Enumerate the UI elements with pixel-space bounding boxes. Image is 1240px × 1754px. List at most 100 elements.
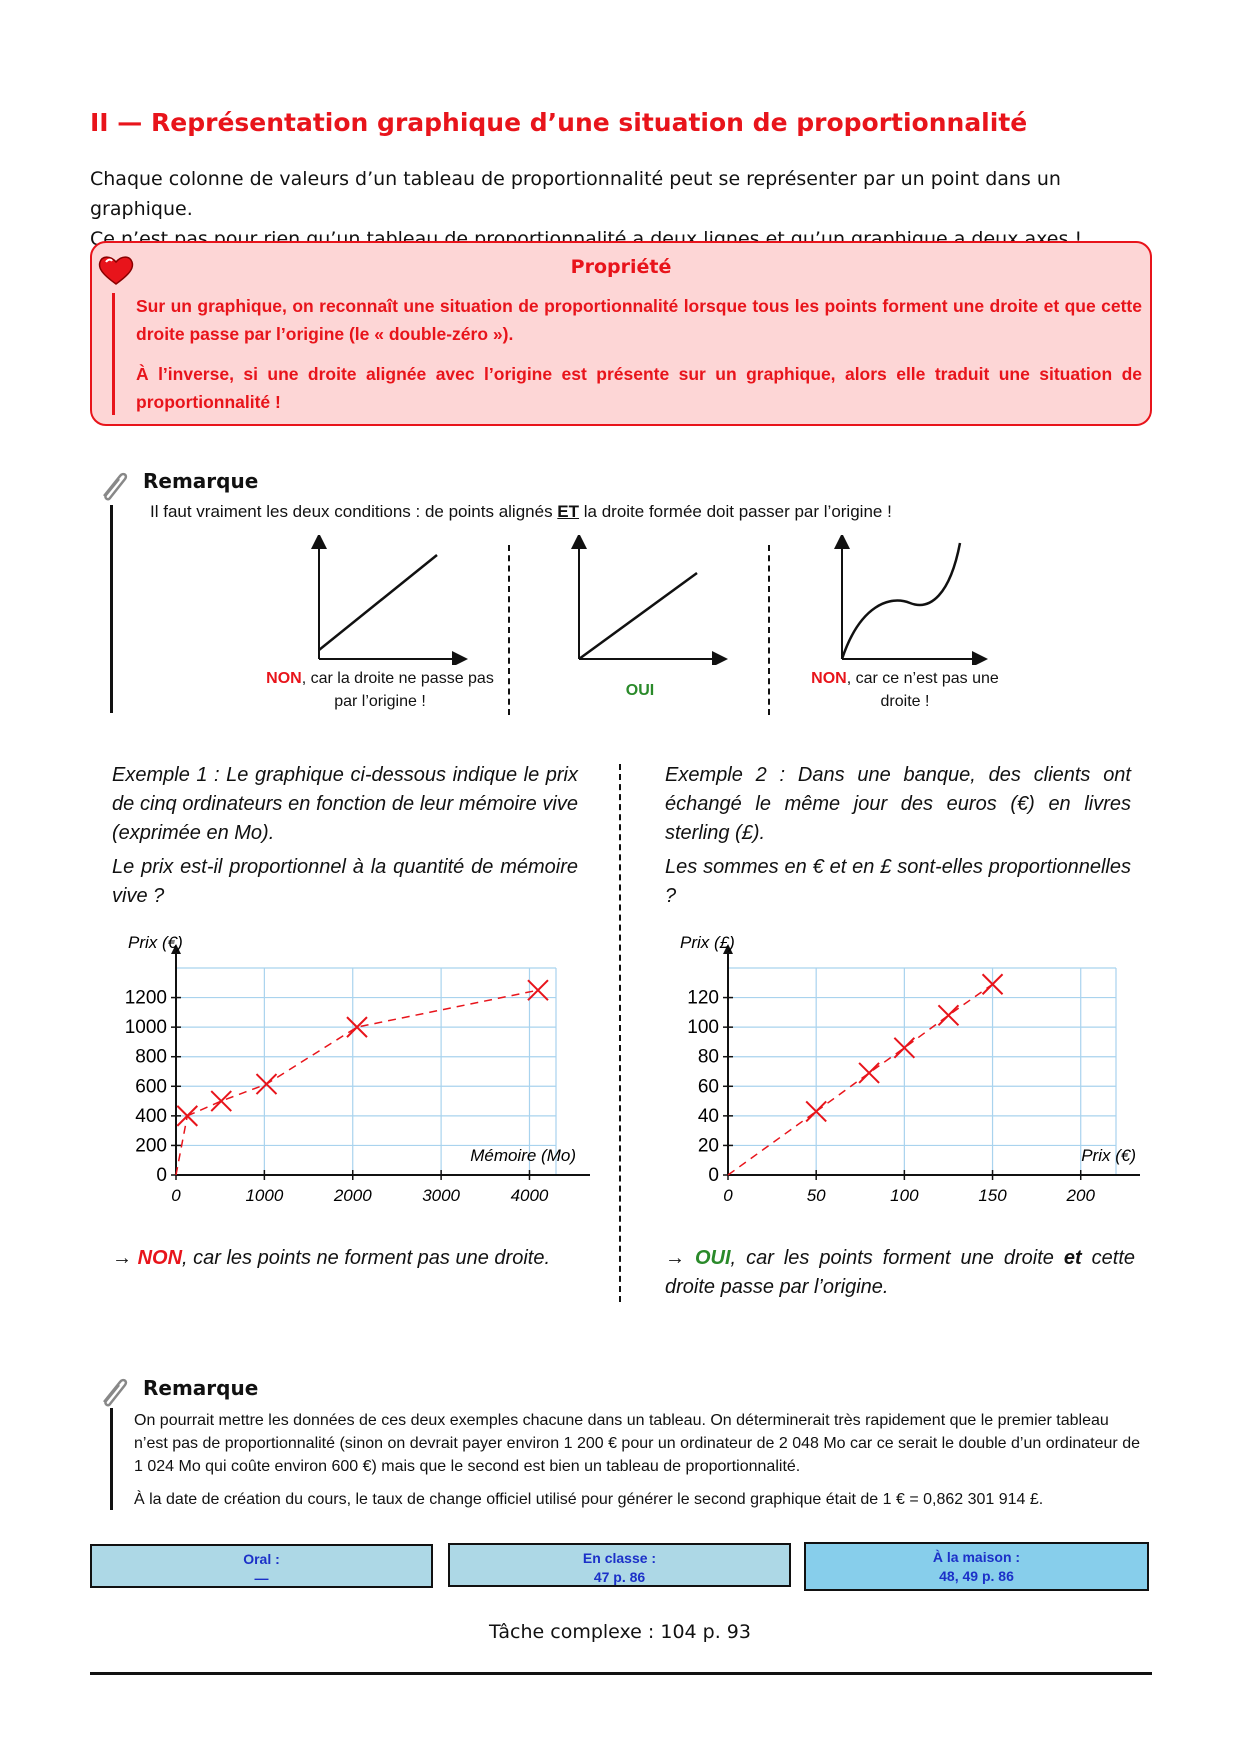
homework-box: À la maison : 48, 49 p. 86 — [804, 1542, 1149, 1591]
example-text: Exemple 2 : Dans une banque, des clients… — [665, 761, 1131, 916]
verdict: NON — [811, 670, 847, 687]
point — [981, 973, 1004, 995]
x-tick-label: 100 — [890, 1186, 919, 1205]
property-paragraph: À l’inverse, si une droite alignée avec … — [136, 364, 1142, 412]
y-tick-label: 1000 — [125, 1017, 167, 1038]
conclusion: → OUI, car les points forment une droite… — [665, 1244, 1135, 1302]
point — [858, 1062, 880, 1084]
origin-segment — [175, 1115, 189, 1176]
y-tick-label: 120 — [687, 988, 719, 1009]
point — [346, 1016, 368, 1038]
x-tick-label: 50 — [807, 1186, 826, 1205]
text: Il faut vraiment les deux conditions : d… — [150, 502, 558, 521]
example-text: Exemple 1 : Le graphique ci-dessous indi… — [112, 761, 578, 916]
data-line — [187, 989, 539, 1117]
homework-box: En classe : 47 p. 86 — [448, 1543, 791, 1587]
complex-task: Tâche complexe : 104 p. 93 — [489, 1621, 751, 1643]
x-axis-label: Prix (€) — [1081, 1146, 1136, 1165]
point — [937, 1004, 960, 1027]
section-title: II — Représentation graphique d’une situ… — [90, 108, 1028, 137]
y-tick-label: 80 — [698, 1047, 719, 1068]
mini-graph — [834, 535, 988, 665]
verdict: NON — [137, 1247, 183, 1269]
paperclip-icon — [103, 472, 128, 501]
point — [527, 979, 549, 1001]
y-tick-label: 400 — [135, 1106, 167, 1127]
point — [176, 1105, 199, 1127]
text: la droite formée doit passer par l’origi… — [579, 502, 892, 521]
emphasis: et — [1063, 1247, 1082, 1269]
x-tick-label: 150 — [978, 1186, 1007, 1205]
text: , car les points ne forment pas une droi… — [182, 1247, 550, 1269]
x-tick-label: 0 — [171, 1186, 181, 1205]
remark-paragraph: À la date de création du cours, le taux … — [134, 1491, 1044, 1508]
point — [255, 1073, 278, 1095]
example-paragraph: Exemple 1 : Le graphique ci-dessous indi… — [112, 764, 578, 844]
paperclip-icon — [103, 1378, 128, 1407]
property-box — [90, 241, 1152, 426]
point — [893, 1037, 916, 1059]
point — [210, 1090, 232, 1112]
remark-heading: Remarque — [143, 1376, 259, 1400]
homework-label: Oral : — [243, 1551, 280, 1567]
data-line — [815, 983, 993, 1113]
mini-caption: NON, car la droite ne passe pas par l’or… — [260, 667, 500, 713]
y-tick-label: 20 — [698, 1135, 719, 1156]
property-bar — [112, 293, 115, 415]
remark-text: On pourrait mettre les données de ces de… — [134, 1409, 1146, 1521]
y-tick-label: 200 — [135, 1135, 167, 1156]
conclusion: → NON, car les points ne forment pas une… — [112, 1244, 592, 1273]
mini-caption: OUI — [560, 679, 720, 702]
property-text: Sur un graphique, on reconnaît une situa… — [136, 292, 1142, 428]
verdict: NON — [266, 670, 302, 687]
heart-icon — [98, 256, 134, 285]
x-tick-label: 200 — [1066, 1186, 1096, 1205]
chart: 0 20 40 60 80 100 120 0 50 100 150 200 Prix (£) Prix … — [680, 933, 1140, 1205]
x-tick-label: 2000 — [333, 1186, 372, 1205]
homework-box: Oral : — — [90, 1544, 433, 1588]
mini-graph — [571, 535, 728, 665]
arrow: → — [665, 1247, 685, 1269]
axis-arrow — [723, 944, 733, 954]
remark-heading: Remarque — [143, 469, 259, 493]
point — [805, 1100, 827, 1123]
separator — [768, 545, 770, 715]
y-tick-label: 60 — [698, 1076, 719, 1097]
x-axis-label: Mémoire (Mo) — [470, 1146, 576, 1165]
text: , car les points forment une droite — [730, 1247, 1064, 1269]
x-tick-label: 4000 — [511, 1186, 549, 1205]
example-paragraph: Exemple 2 : Dans une banque, des clients… — [665, 764, 1131, 844]
y-axis-label: Prix (£) — [680, 933, 735, 952]
caption: , car ce n’est pas une droite ! — [846, 670, 999, 710]
mini-graph — [311, 535, 468, 665]
y-tick-label: 1200 — [125, 988, 167, 1009]
example-paragraph: Le prix est-il proportionnel à la quanti… — [112, 856, 578, 907]
mini-caption: NON, car ce n’est pas une droite ! — [790, 667, 1020, 713]
y-tick-label: 40 — [698, 1106, 719, 1127]
remark-bar — [110, 1408, 113, 1510]
axis-arrow — [171, 944, 181, 954]
y-tick-label: 0 — [708, 1165, 719, 1186]
homework-value: 47 p. 86 — [593, 1569, 646, 1585]
x-tick-label: 1000 — [245, 1186, 283, 1205]
bottom-rule — [90, 1672, 1152, 1675]
y-tick-label: 800 — [135, 1047, 167, 1068]
verdict: OUI — [694, 1247, 731, 1269]
property-heading: Propriété — [570, 256, 672, 278]
property-paragraph: Sur un graphique, on reconnaît une situa… — [136, 296, 1142, 344]
homework-label: À la maison : — [932, 1549, 1021, 1565]
origin-segment — [727, 1110, 817, 1176]
intro-line: Chaque colonne de valeurs d’un tableau d… — [90, 168, 1061, 220]
emphasis: ET — [557, 502, 580, 521]
y-tick-label: 100 — [687, 1017, 719, 1038]
example-paragraph: Les sommes en € et en £ sont-elles propo… — [665, 856, 1131, 907]
caption: , car la droite ne passe pas par l’origi… — [301, 670, 494, 710]
remark-text: Il faut vraiment les deux conditions : d… — [150, 502, 892, 522]
text: cette droite passe par l’origine. — [665, 1247, 1136, 1298]
homework-value: — — [254, 1570, 269, 1586]
verdict: OUI — [625, 682, 655, 699]
arrow: → — [112, 1247, 132, 1269]
chart: 0 200 400 600 800 1000 1200 0 1000 2000 3000 4000 Pr… — [125, 933, 590, 1205]
homework-label: En classe : — [582, 1550, 657, 1566]
